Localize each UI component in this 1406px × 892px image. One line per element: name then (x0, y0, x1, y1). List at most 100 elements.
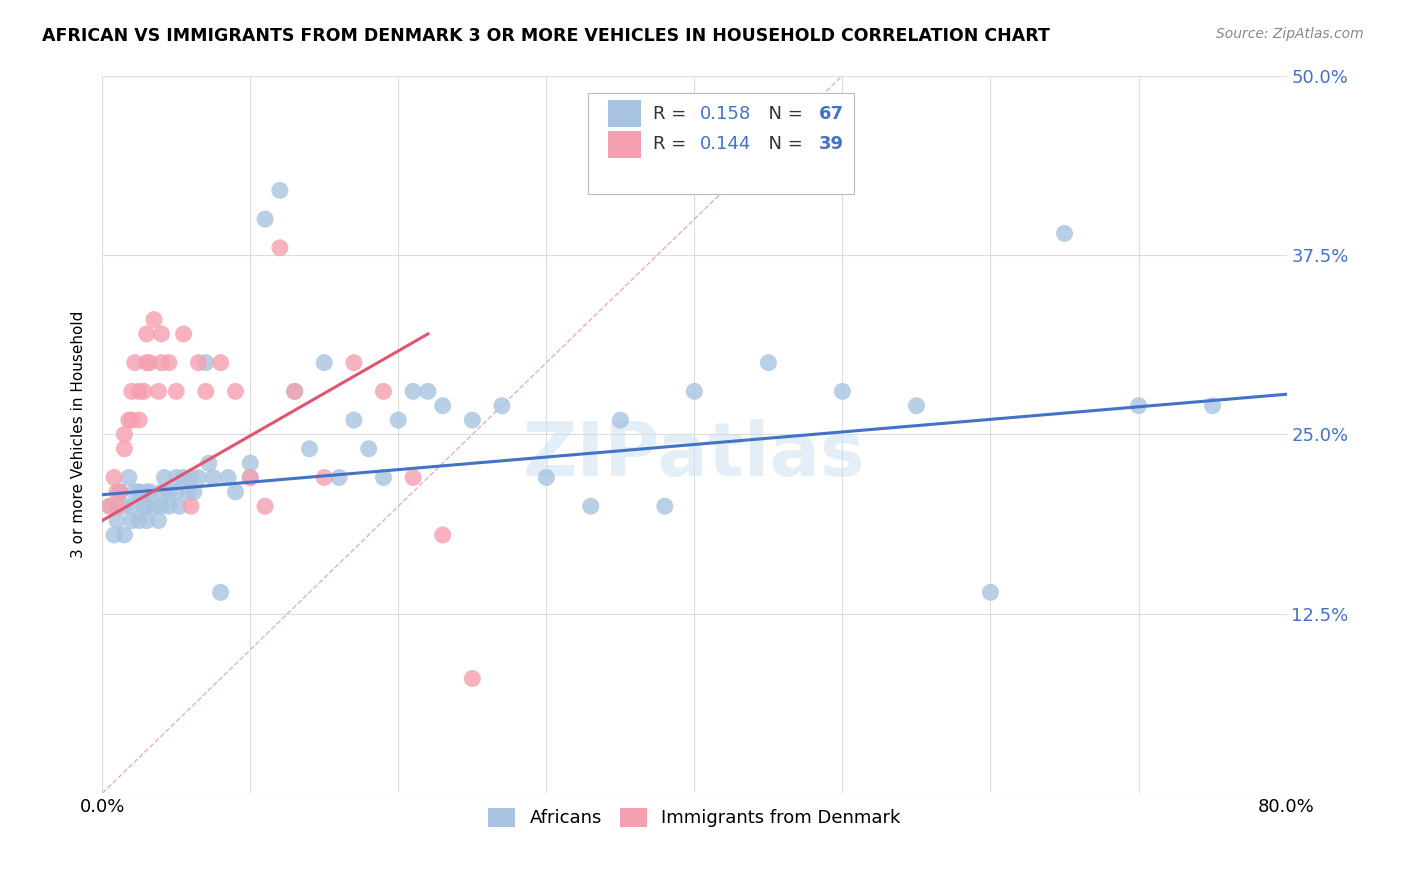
Point (121, 514, 143, 528)
Text: N =: N = (758, 136, 808, 153)
Point (157, 484, 180, 499)
Text: R =: R = (652, 136, 692, 153)
Point (148, 514, 170, 528)
Text: 39: 39 (818, 136, 844, 153)
Point (194, 356, 217, 370)
Point (328, 470, 350, 484)
Point (180, 500, 202, 514)
Point (173, 326, 195, 341)
Point (198, 456, 221, 470)
Point (609, 413, 631, 427)
Point (491, 399, 513, 413)
Text: Source: ZipAtlas.com: Source: ZipAtlas.com (1216, 27, 1364, 41)
Point (135, 326, 157, 341)
Point (402, 384, 425, 399)
Legend: Africans, Immigrants from Denmark: Africans, Immigrants from Denmark (481, 801, 908, 835)
Point (202, 470, 225, 484)
Point (217, 470, 239, 484)
Point (194, 384, 217, 399)
Point (153, 470, 176, 484)
Point (239, 456, 262, 470)
Point (105, 514, 128, 528)
Point (432, 399, 454, 413)
Point (108, 484, 131, 499)
Point (121, 500, 143, 514)
Point (105, 484, 128, 499)
Point (121, 413, 143, 427)
Point (132, 384, 155, 399)
Point (121, 384, 143, 399)
Point (128, 384, 150, 399)
Point (979, 585, 1001, 599)
Point (180, 470, 202, 484)
Point (187, 356, 209, 370)
Text: 0.158: 0.158 (700, 104, 752, 122)
Y-axis label: 3 or more Vehicles in Household: 3 or more Vehicles in Household (72, 310, 86, 558)
Point (112, 500, 135, 514)
Point (103, 528, 125, 542)
Point (654, 500, 676, 514)
Point (1053, 227, 1076, 241)
Point (209, 585, 232, 599)
Point (135, 500, 157, 514)
FancyBboxPatch shape (588, 94, 855, 194)
Text: AFRICAN VS IMMIGRANTS FROM DENMARK 3 OR MORE VEHICLES IN HOUSEHOLD CORRELATION C: AFRICAN VS IMMIGRANTS FROM DENMARK 3 OR … (42, 27, 1050, 45)
Point (124, 356, 146, 370)
Point (831, 384, 853, 399)
Point (254, 212, 277, 227)
Point (112, 442, 135, 456)
Point (157, 356, 180, 370)
Point (124, 484, 146, 499)
Point (224, 384, 246, 399)
Point (416, 384, 439, 399)
Point (432, 528, 454, 542)
Point (150, 326, 173, 341)
Point (128, 514, 150, 528)
Text: R =: R = (652, 104, 692, 122)
Point (135, 484, 157, 499)
Point (98, 500, 121, 514)
Point (118, 413, 141, 427)
Point (138, 484, 160, 499)
Point (183, 484, 205, 499)
Point (128, 484, 150, 499)
Point (683, 384, 706, 399)
Text: 0.144: 0.144 (700, 136, 752, 153)
Point (143, 312, 166, 326)
Point (177, 484, 200, 499)
Point (461, 413, 484, 427)
Point (150, 500, 173, 514)
Point (254, 500, 277, 514)
Point (269, 241, 291, 255)
Point (148, 384, 170, 399)
Bar (607, 131, 641, 158)
Point (1128, 399, 1150, 413)
Point (118, 470, 141, 484)
Point (373, 470, 395, 484)
Point (239, 470, 262, 484)
Point (373, 384, 395, 399)
Point (314, 470, 336, 484)
Point (357, 442, 380, 456)
Point (135, 356, 157, 370)
Point (165, 470, 187, 484)
Point (165, 484, 187, 499)
Point (402, 470, 425, 484)
Point (209, 356, 232, 370)
Point (284, 384, 307, 399)
Point (98, 500, 121, 514)
Point (173, 470, 195, 484)
Point (314, 356, 336, 370)
Point (387, 413, 409, 427)
Point (1201, 399, 1223, 413)
Point (758, 356, 780, 370)
Point (128, 413, 150, 427)
Point (343, 356, 366, 370)
Point (108, 484, 131, 499)
Point (239, 470, 262, 484)
Point (167, 500, 190, 514)
Point (150, 356, 173, 370)
Text: 67: 67 (818, 104, 844, 122)
Point (138, 356, 160, 370)
Point (132, 500, 155, 514)
